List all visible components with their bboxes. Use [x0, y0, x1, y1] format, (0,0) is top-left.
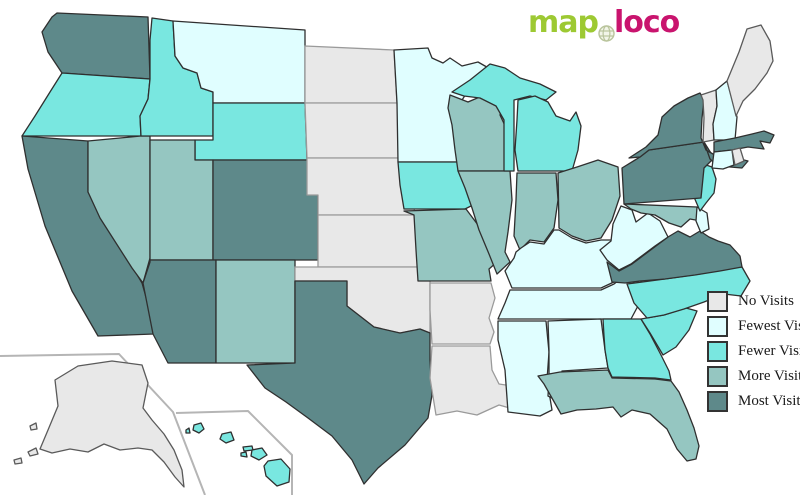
- legend-label-fewest-visits: Fewest Visits: [738, 318, 800, 334]
- legend-label-more-visits: More Visits: [738, 368, 800, 384]
- state-ohio: [557, 159, 621, 242]
- state-kansas: [317, 214, 419, 268]
- state-west-virginia: [599, 205, 669, 271]
- legend-label-most-visits: Most Visits: [738, 393, 800, 409]
- legend-label-no-visits: No Visits: [738, 293, 794, 309]
- state-rhode-island: [731, 147, 745, 166]
- state-washington: [41, 12, 151, 80]
- state-indiana: [513, 172, 559, 251]
- state-florida: [537, 369, 700, 462]
- maploco-logo[interactable]: map loco: [528, 5, 680, 42]
- legend-row-most-visits: Most Visits: [707, 391, 800, 412]
- hawaii-lanai: [240, 451, 248, 458]
- alaska-island: [27, 447, 39, 457]
- legend: No Visits Fewest Visits Fewer Visits Mor…: [707, 291, 800, 412]
- globe-icon: [598, 18, 615, 42]
- hawaii-oahu: [219, 431, 235, 444]
- state-colorado: [212, 159, 319, 261]
- state-texas: [246, 280, 433, 485]
- state-south-dakota: [304, 102, 401, 159]
- state-new-mexico: [215, 259, 296, 364]
- state-alaska: [39, 360, 185, 488]
- alaska-island: [29, 422, 38, 431]
- logo-text-loco: loco: [613, 5, 680, 40]
- state-delaware: [695, 206, 710, 234]
- legend-row-no-visits: No Visits: [707, 291, 800, 312]
- state-illinois: [457, 170, 513, 275]
- legend-row-fewer-visits: Fewer Visits: [707, 341, 800, 362]
- state-arizona: [142, 259, 217, 364]
- hawaii-inset-border: [175, 410, 293, 495]
- state-maine: [726, 24, 774, 117]
- legend-swatch-fewer-visits: [707, 341, 728, 362]
- state-pennsylvania: [621, 141, 715, 205]
- legend-row-more-visits: More Visits: [707, 366, 800, 387]
- state-north-dakota: [304, 45, 398, 104]
- logo-text-map: map: [528, 5, 599, 40]
- legend-row-fewest-visits: Fewest Visits: [707, 316, 800, 337]
- alaska-island: [13, 457, 23, 465]
- hawaii-niihau: [185, 427, 191, 434]
- state-arkansas: [429, 282, 496, 345]
- hawaii-big-island: [263, 458, 291, 487]
- legend-swatch-most-visits: [707, 391, 728, 412]
- state-new-york: [628, 92, 749, 169]
- legend-swatch-fewest-visits: [707, 316, 728, 337]
- legend-label-fewer-visits: Fewer Visits: [738, 343, 800, 359]
- state-michigan-lower: [514, 95, 582, 172]
- state-missouri: [403, 208, 498, 282]
- hawaii-kauai: [192, 422, 205, 434]
- hawaii-maui: [250, 447, 268, 461]
- legend-swatch-more-visits: [707, 366, 728, 387]
- state-michigan-up-and-lake: [451, 63, 557, 172]
- state-mississippi: [497, 320, 553, 417]
- state-oregon: [21, 72, 151, 137]
- legend-swatch-no-visits: [707, 291, 728, 312]
- state-connecticut: [711, 149, 735, 170]
